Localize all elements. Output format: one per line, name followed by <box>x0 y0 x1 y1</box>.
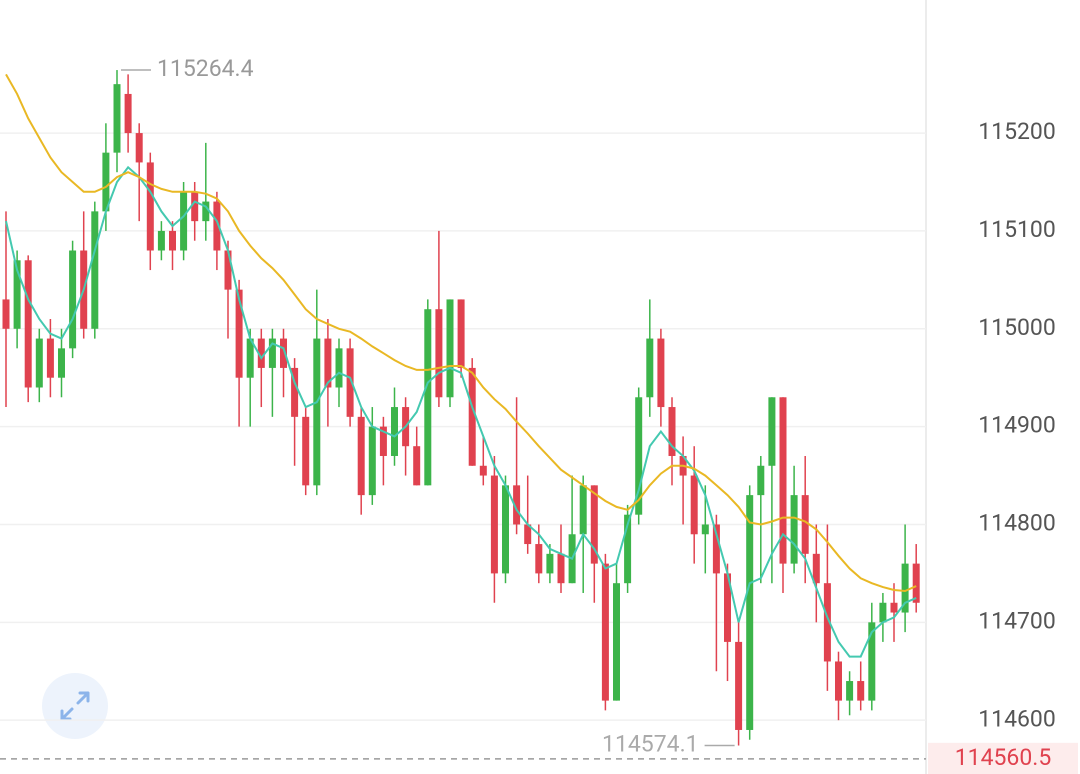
candle-body <box>313 338 321 486</box>
candle-body <box>912 563 920 603</box>
candle-body <box>146 162 154 251</box>
candle-body <box>868 622 876 701</box>
moving-average-line <box>5 73 917 593</box>
candle-body <box>735 641 743 730</box>
candle-body <box>280 338 287 368</box>
candle-body <box>768 397 776 466</box>
y-tick-label: 114600 <box>978 705 1056 732</box>
candle-body <box>102 152 110 212</box>
last-price-label: 114560.5 <box>955 744 1052 771</box>
candle-body <box>368 426 376 496</box>
candle-body <box>13 260 21 329</box>
candle-body <box>668 407 676 456</box>
expand-button[interactable] <box>42 673 108 739</box>
candle-body <box>268 338 276 368</box>
candle-body <box>557 553 565 584</box>
y-tick-label: 115000 <box>978 314 1056 341</box>
candle-body <box>635 397 643 515</box>
candle-body <box>335 348 343 388</box>
candle-body <box>235 289 243 378</box>
candle-body <box>391 407 398 456</box>
candle-body <box>91 211 99 329</box>
candle-body <box>823 583 831 662</box>
candle-body <box>324 338 332 388</box>
candle-body <box>601 563 609 701</box>
min-annotation: 114574.1 <box>602 731 699 758</box>
candle-body <box>613 583 620 701</box>
candle-body <box>513 485 521 525</box>
candle-body <box>701 524 709 535</box>
candle-body <box>757 465 765 496</box>
expand-icon[interactable] <box>60 691 90 721</box>
candle-body <box>890 602 898 613</box>
candle-body <box>413 446 421 486</box>
candle-body <box>812 553 820 584</box>
candle-body <box>457 299 465 368</box>
candle-body <box>657 338 665 408</box>
candle-body <box>257 338 265 368</box>
candle-body <box>302 416 310 486</box>
candle-body <box>901 563 909 613</box>
candle-body <box>479 465 487 476</box>
candle-body <box>646 338 654 398</box>
expand-button-bg[interactable] <box>42 673 108 739</box>
max-annotation: 115264.4 <box>157 55 254 82</box>
moving-average-line <box>5 165 917 658</box>
candle-body <box>857 681 865 701</box>
candle-body <box>535 544 543 574</box>
candle-body <box>246 338 254 378</box>
y-tick-label: 114900 <box>978 412 1056 439</box>
candle-body <box>357 416 365 496</box>
candle-body <box>624 514 632 584</box>
candle-body <box>879 602 887 623</box>
candle-body <box>113 84 121 153</box>
candle-body <box>58 348 65 378</box>
candle-body <box>157 230 165 251</box>
candle-body <box>579 485 587 535</box>
candle-body <box>846 681 854 701</box>
candle-body <box>224 250 232 290</box>
candle-body <box>24 260 32 388</box>
y-tick-label: 114700 <box>978 607 1056 634</box>
candle-body <box>790 495 798 564</box>
y-tick-label: 114800 <box>978 510 1056 537</box>
y-tick-label: 115200 <box>978 118 1056 145</box>
candle-body <box>291 367 299 417</box>
candle-body <box>69 250 77 349</box>
candle-body <box>779 397 787 564</box>
last-price-box <box>928 742 1078 774</box>
candle-body <box>346 348 354 417</box>
candle-body <box>135 133 143 163</box>
candle-body <box>213 201 221 251</box>
candle-body <box>546 553 554 574</box>
candle-body <box>191 191 199 222</box>
candle-body <box>202 201 210 222</box>
candle-body <box>835 661 842 701</box>
candle-body <box>46 338 54 378</box>
candle-body <box>502 485 509 574</box>
y-tick-label: 115100 <box>978 216 1056 243</box>
candle-body <box>590 485 598 564</box>
candle-body <box>712 524 720 574</box>
candle-body <box>435 309 443 398</box>
candle-body <box>490 475 498 574</box>
candle-body <box>2 299 10 329</box>
candle-body <box>524 524 532 545</box>
candle-body <box>446 299 454 398</box>
candle-body <box>424 309 432 486</box>
candle-body <box>746 495 754 730</box>
candle-body <box>169 230 176 251</box>
candle-body <box>379 426 387 456</box>
candle-body <box>724 573 731 642</box>
candle-body <box>801 495 809 554</box>
candle-body <box>35 338 43 388</box>
candle-body <box>468 367 476 466</box>
candle-body <box>124 93 132 134</box>
candle-body <box>180 191 188 251</box>
candle-body <box>690 475 698 535</box>
